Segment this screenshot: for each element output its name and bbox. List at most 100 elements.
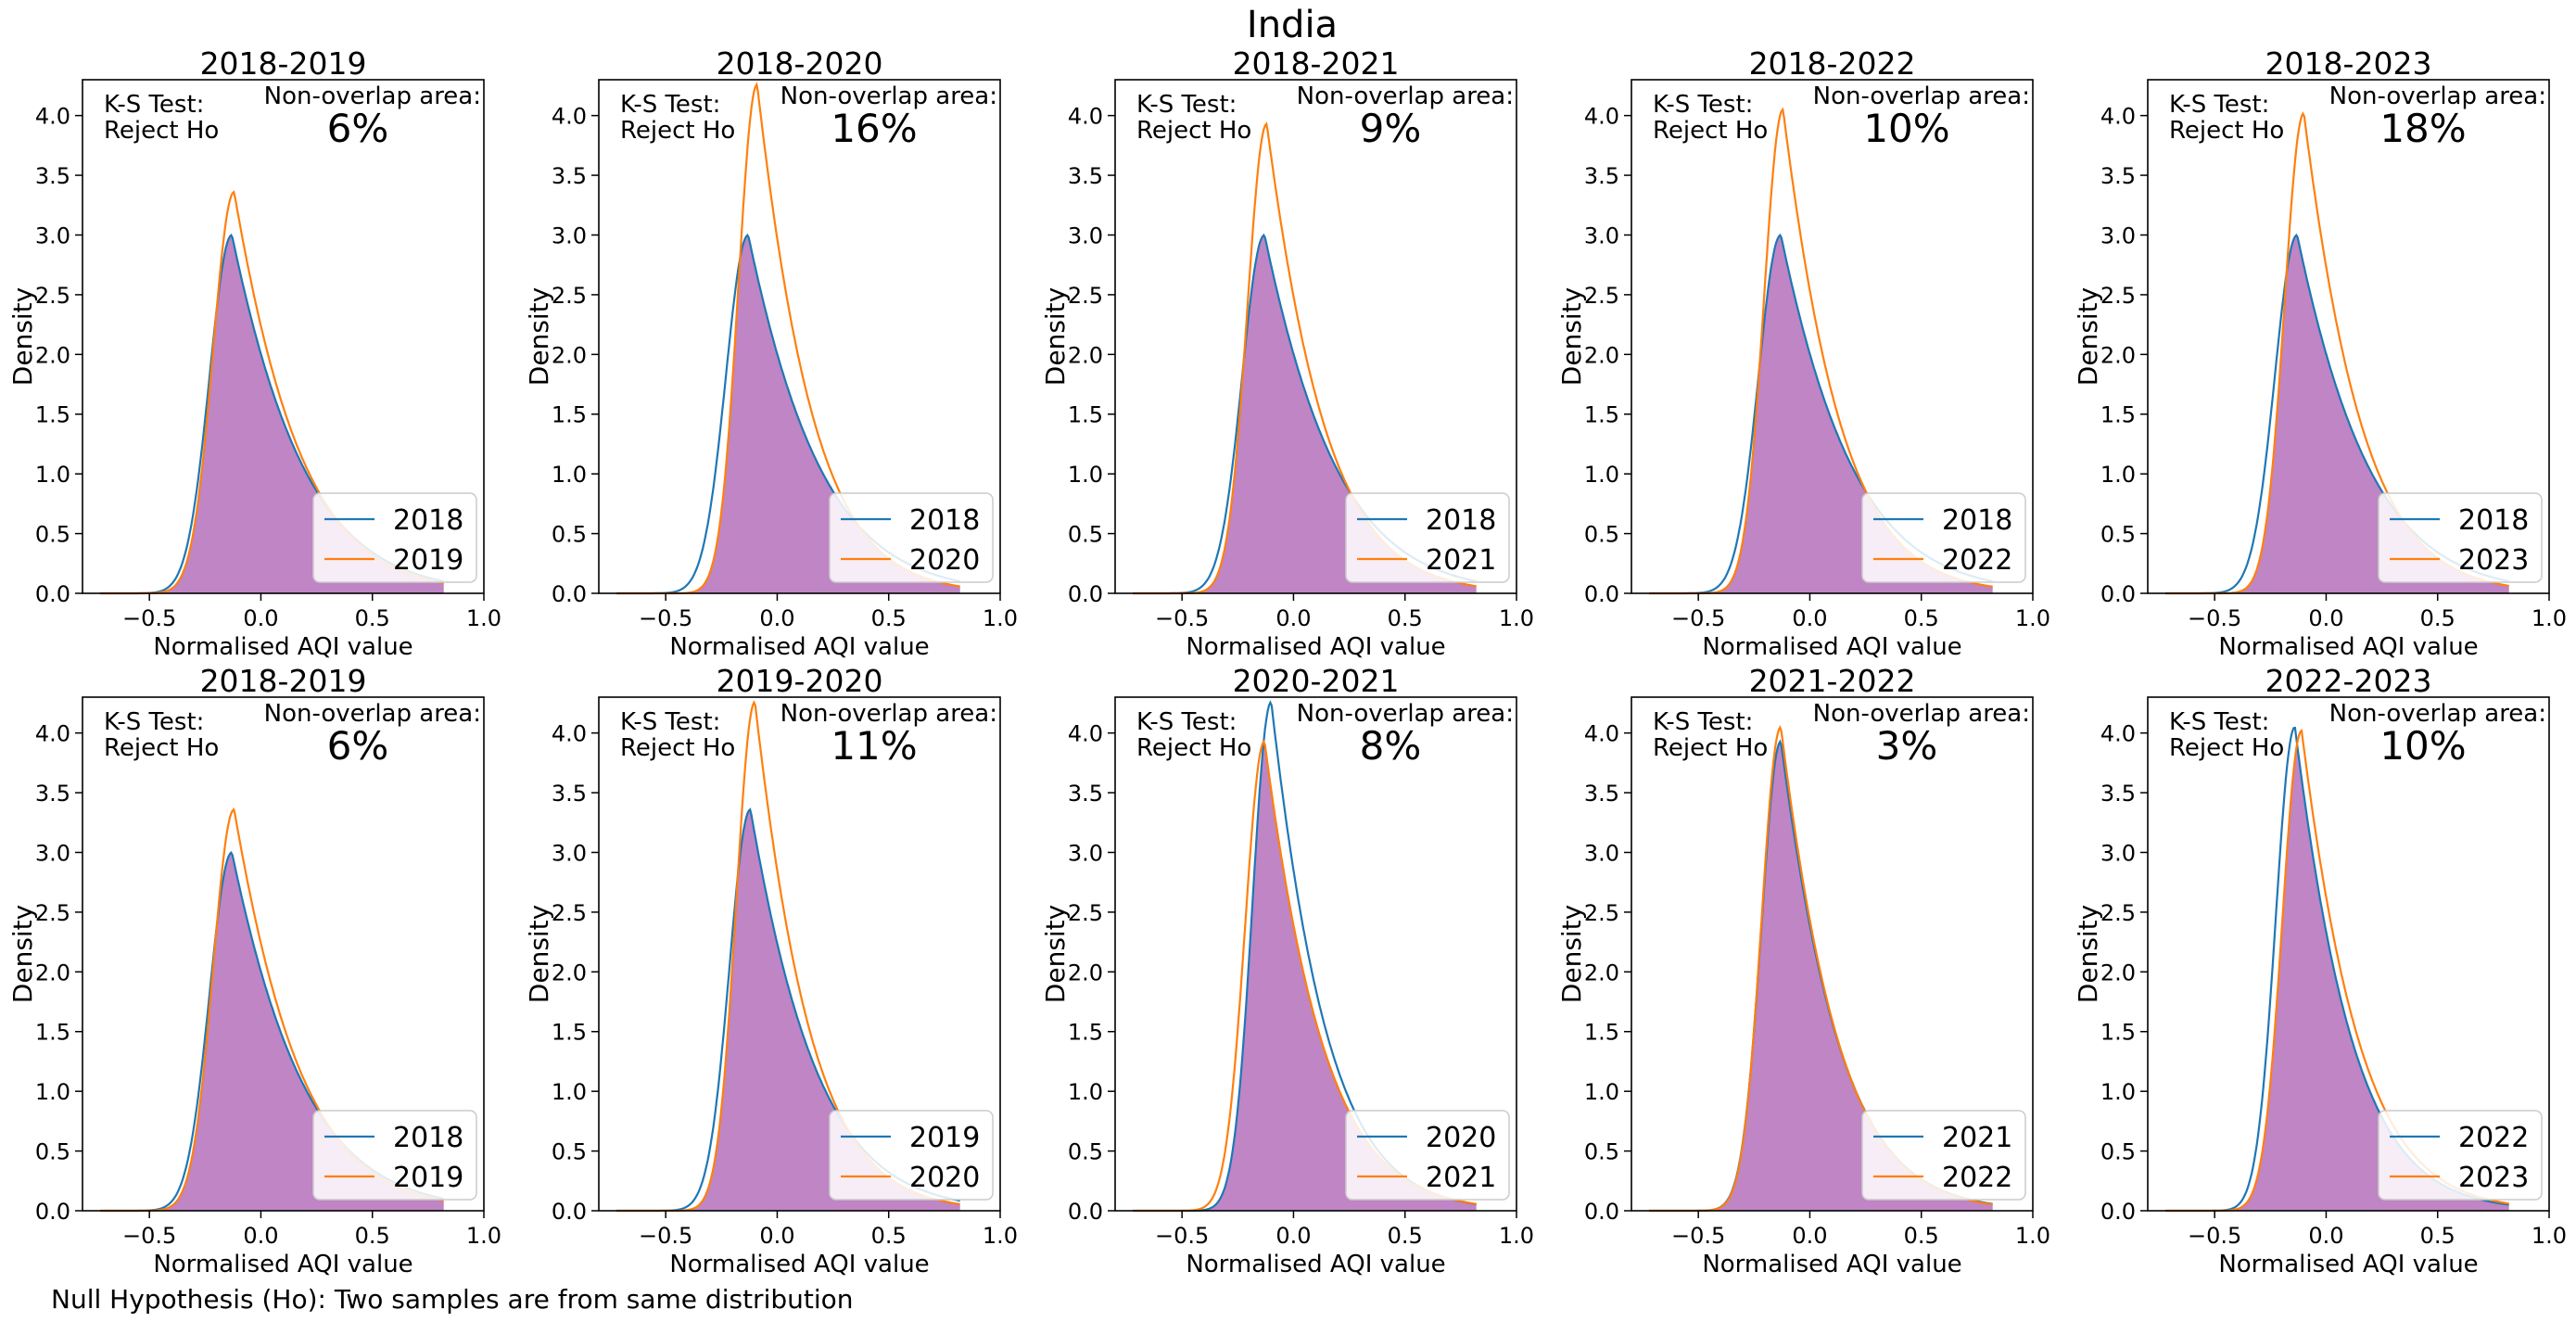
ks-test-label: K-S Test:	[104, 91, 204, 119]
x-axis-label: Normalised AQI value	[1702, 1251, 1961, 1278]
y-tick-label: 4.0	[35, 104, 70, 130]
y-tick-label: 4.0	[2100, 721, 2136, 747]
subplot: 0.0 0.5 1.0 1.5 2.0 2.5 3.0 3.5 4.0 −0.5 0.0 0.5 1.0…	[1556, 663, 2050, 1278]
y-tick-label: 0.0	[35, 581, 70, 607]
y-tick-label: 3.0	[1068, 840, 1103, 866]
x-tick-label: −0.5	[639, 605, 692, 631]
x-tick-label: −0.5	[2188, 1223, 2241, 1249]
x-tick-label: 1.0	[2532, 1223, 2567, 1249]
y-tick-label: 0.5	[2100, 522, 2136, 548]
y-tick-label: 3.0	[2100, 840, 2136, 866]
x-axis-label: Normalised AQI value	[669, 633, 929, 661]
subplot: 0.0 0.5 1.0 1.5 2.0 2.5 3.0 3.5 4.0 −0.5 0.0 0.5 1.0…	[7, 663, 501, 1278]
ks-test-label: K-S Test:	[620, 708, 720, 736]
axes-frame	[2147, 79, 2550, 594]
x-tick-label: −0.5	[1671, 605, 1725, 631]
legend: 2018 2023	[2378, 492, 2543, 583]
x-tick-label: −0.5	[1155, 1223, 1209, 1249]
y-tick-label: 0.5	[1584, 1139, 1619, 1165]
non-overlap-label: Non-overlap area:	[2329, 83, 2546, 110]
y-tick-label: 0.0	[1068, 1199, 1103, 1225]
legend-label: 2018	[393, 1122, 463, 1154]
x-tick-label: 0.0	[1792, 1223, 1827, 1249]
y-tick-label: 0.0	[1584, 581, 1619, 607]
y-tick-label: 1.0	[552, 1079, 587, 1105]
y-tick-label: 1.5	[2100, 1020, 2136, 1046]
y-axis-label: Density	[1040, 287, 1071, 386]
legend-label: 2020	[909, 1162, 980, 1194]
y-tick-label: 4.0	[552, 721, 587, 747]
overlap-area	[1133, 742, 1477, 1211]
non-overlap-value: 6%	[327, 106, 389, 151]
legend-label: 2018	[393, 504, 463, 537]
subplot: 0.0 0.5 1.0 1.5 2.0 2.5 3.0 3.5 4.0 −0.5 0.0 0.5 1.0…	[1556, 45, 2050, 661]
legend: 2019 2020	[829, 1110, 994, 1201]
y-tick-label: 1.5	[35, 1020, 70, 1046]
non-overlap-label: Non-overlap area:	[1813, 83, 2030, 110]
overlap-area	[100, 235, 444, 593]
non-overlap-value: 8%	[1360, 723, 1422, 769]
x-tick-label: −0.5	[1671, 1223, 1725, 1249]
x-tick-label: 0.5	[1388, 1223, 1423, 1249]
y-tick-label: 1.5	[1068, 402, 1103, 428]
y-tick-label: 2.5	[1068, 900, 1103, 926]
figure-title: India	[1247, 4, 1338, 46]
subplot-title: 2021-2022	[1749, 663, 1916, 699]
y-tick-label: 1.0	[2100, 462, 2136, 488]
non-overlap-label: Non-overlap area:	[780, 700, 997, 728]
non-overlap-label: Non-overlap area:	[780, 83, 997, 110]
y-tick-label: 3.0	[1584, 222, 1619, 248]
x-tick-label: −0.5	[122, 605, 176, 631]
non-overlap-value: 6%	[327, 723, 389, 769]
non-overlap-label: Non-overlap area:	[1297, 700, 1514, 728]
y-tick-label: 0.0	[552, 1199, 587, 1225]
y-tick-label: 2.0	[1584, 960, 1619, 985]
y-tick-label: 0.5	[552, 1139, 587, 1165]
ks-test-label: K-S Test:	[1136, 708, 1237, 736]
subplot-title: 2018-2021	[1233, 45, 1400, 82]
y-tick-label: 2.0	[552, 960, 587, 985]
y-tick-label: 2.0	[552, 342, 587, 368]
subplot-title: 2019-2020	[717, 663, 883, 699]
subplot: 0.0 0.5 1.0 1.5 2.0 2.5 3.0 3.5 4.0 −0.5 0.0 0.5 1.0…	[2073, 663, 2567, 1278]
y-tick-label: 2.5	[2100, 283, 2136, 309]
y-tick-label: 4.0	[2100, 104, 2136, 130]
x-tick-label: 0.0	[2308, 605, 2343, 631]
ks-test-label: K-S Test:	[2169, 91, 2269, 119]
subplot: 0.0 0.5 1.0 1.5 2.0 2.5 3.0 3.5 4.0 −0.5 0.0 0.5 1.0…	[524, 45, 1018, 661]
y-tick-label: 3.0	[552, 222, 587, 248]
x-tick-label: 0.0	[1275, 1223, 1311, 1249]
legend-label: 2018	[909, 504, 980, 537]
x-tick-label: 1.0	[983, 605, 1018, 631]
ks-test-label: K-S Test:	[620, 91, 720, 119]
x-tick-label: 0.5	[871, 1223, 907, 1249]
y-tick-label: 2.0	[1584, 342, 1619, 368]
y-tick-label: 1.0	[35, 462, 70, 488]
subplot: 0.0 0.5 1.0 1.5 2.0 2.5 3.0 3.5 4.0 −0.5 0.0 0.5 1.0…	[7, 45, 501, 661]
y-tick-label: 2.0	[1068, 960, 1103, 985]
y-tick-label: 1.5	[1584, 402, 1619, 428]
y-tick-label: 3.5	[1584, 163, 1619, 189]
legend-label: 2018	[2458, 504, 2529, 537]
x-tick-label: 0.5	[355, 605, 390, 631]
subplot-title: 2020-2021	[1233, 663, 1400, 699]
y-axis-label: Density	[524, 905, 554, 1003]
legend-label: 2018	[1942, 504, 2012, 537]
legend: 2018 2019	[312, 492, 477, 583]
y-axis-label: Density	[7, 287, 38, 386]
x-axis-label: Normalised AQI value	[2218, 633, 2478, 661]
y-tick-label: 0.0	[2100, 581, 2136, 607]
legend-label: 2022	[1942, 1162, 2012, 1194]
legend-label: 2019	[909, 1122, 980, 1154]
non-overlap-label: Non-overlap area:	[1297, 83, 1514, 110]
y-tick-label: 4.0	[1068, 721, 1103, 747]
y-tick-label: 1.0	[552, 462, 587, 488]
axes-frame	[1114, 696, 1517, 1212]
y-tick-label: 0.5	[35, 1139, 70, 1165]
y-tick-label: 3.5	[1068, 163, 1103, 189]
non-overlap-value: 10%	[2379, 723, 2466, 769]
subplot: 0.0 0.5 1.0 1.5 2.0 2.5 3.0 3.5 4.0 −0.5 0.0 0.5 1.0…	[2073, 45, 2567, 661]
x-tick-label: 0.0	[1792, 605, 1827, 631]
y-tick-label: 0.0	[552, 581, 587, 607]
subplot: 0.0 0.5 1.0 1.5 2.0 2.5 3.0 3.5 4.0 −0.5 0.0 0.5 1.0…	[1040, 663, 1534, 1278]
